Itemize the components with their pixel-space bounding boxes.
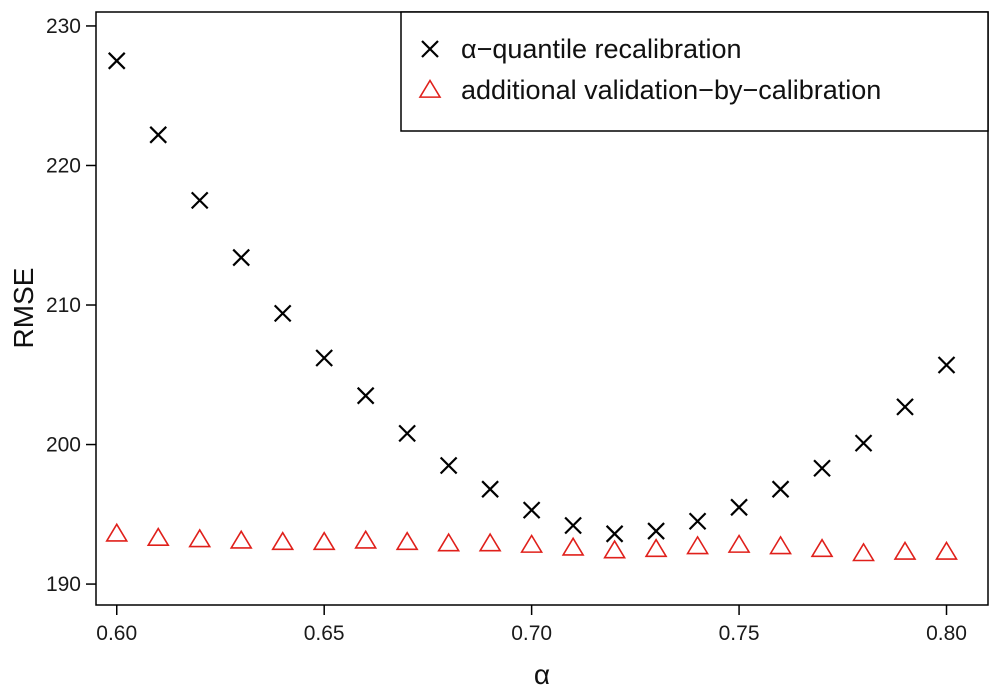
data-point-cross [771, 480, 790, 498]
data-point-cross [647, 522, 665, 540]
data-point-triangle [105, 522, 129, 542]
data-point-triangle [520, 533, 544, 553]
data-point-cross [190, 191, 209, 210]
data-point-triangle [686, 535, 709, 555]
x-axis-title: α [534, 659, 550, 690]
data-point-triangle [852, 542, 875, 562]
data-point-triangle [561, 536, 585, 556]
data-point-cross [439, 456, 458, 475]
data-point-cross [107, 52, 126, 70]
data-point-triangle [312, 531, 336, 551]
data-point-triangle [769, 535, 792, 555]
y-tick-label: 210 [46, 294, 81, 317]
legend-triangle-shape [418, 78, 442, 98]
data-point-cross [688, 512, 707, 531]
data-point-cross [813, 459, 831, 478]
x-axis: 0.60 0.65 0.70 0.75 0.80 [96, 605, 967, 645]
data-point-triangle [478, 532, 502, 552]
data-point-cross [356, 386, 375, 405]
data-point-triangle [229, 529, 253, 549]
legend-cross-shape [421, 40, 439, 58]
legend-triangle-marker [418, 78, 442, 98]
x-tick-label: 0.80 [926, 622, 967, 645]
data-point-triangle [810, 538, 834, 558]
data-point-triangle [188, 528, 212, 548]
x-tick-label: 0.75 [719, 622, 760, 645]
legend-cross-marker [421, 40, 439, 58]
series-validation-by-calibration [105, 522, 958, 562]
data-point-cross [605, 525, 624, 543]
y-tick-label: 230 [46, 15, 81, 38]
data-point-cross [896, 398, 914, 416]
legend: α−quantile recalibration additional vali… [400, 11, 989, 132]
y-tick-label: 220 [46, 154, 81, 177]
data-point-triangle [395, 531, 419, 551]
x-tick-label: 0.70 [511, 622, 552, 645]
y-axis: 190 200 210 220 230 [46, 15, 96, 596]
y-axis-title: RMSE [8, 268, 39, 349]
data-point-triangle [727, 533, 751, 553]
legend-label-quantile-recalibration: α−quantile recalibration [461, 34, 742, 64]
data-point-triangle [893, 540, 917, 560]
data-point-cross [730, 498, 748, 517]
legend-box [400, 11, 989, 132]
data-point-cross [854, 434, 873, 452]
series-quantile-recalibration [107, 52, 956, 543]
data-point-triangle [935, 540, 958, 560]
data-point-cross [273, 304, 292, 323]
y-tick-label: 200 [46, 434, 81, 457]
data-point-cross [149, 126, 168, 144]
x-tick-label: 0.60 [96, 622, 137, 645]
data-point-triangle [271, 531, 295, 551]
x-tick-label: 0.65 [304, 622, 345, 645]
data-point-cross [564, 516, 582, 535]
data-point-cross [481, 480, 499, 498]
data-point-triangle [146, 526, 170, 546]
data-point-triangle [603, 539, 627, 559]
data-point-cross [232, 248, 250, 267]
legend-label-validation-by-calibration: additional validation−by−calibration [461, 75, 881, 105]
data-point-triangle [354, 529, 378, 549]
data-point-triangle [644, 538, 668, 558]
data-point-cross [937, 356, 956, 374]
y-tick-label: 190 [46, 573, 81, 596]
data-point-cross [522, 501, 541, 519]
data-point-triangle [437, 532, 461, 552]
data-point-cross [315, 349, 333, 367]
data-point-cross [398, 424, 416, 443]
